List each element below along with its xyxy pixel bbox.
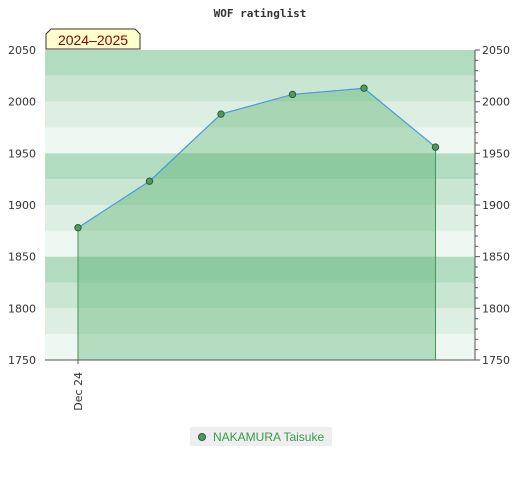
series-area [78,88,436,360]
chart-title: WOF ratinglist [214,7,307,20]
background-band [45,334,475,360]
area-layer [77,87,436,360]
legend-marker-icon [198,432,206,441]
y-tick-label-right: 1850 [482,251,510,264]
y-tick-label-left: 1750 [8,354,36,367]
y-tick-label-right: 1750 [482,354,510,367]
background-band [45,127,475,154]
data-point [431,143,440,151]
y-tick-label-left: 1850 [8,251,36,264]
background-bands [45,50,475,360]
x-tick-label: Dec 24 [72,372,85,411]
data-point [74,224,82,232]
y-tick-label-left: 1950 [8,147,36,160]
background-band [45,153,475,180]
background-band [45,308,475,335]
background-band [45,205,475,231]
y-tick-label-left: 1800 [8,302,36,315]
y-tick-label-left: 2000 [8,96,36,109]
y-tick-label-right: 1800 [482,302,510,315]
axes: 1750 1750 1800 1800 1850 1850 1900 1900 1950 1950… [8,44,510,411]
y-tick-label-right: 1900 [482,199,510,212]
background-band [45,282,475,309]
y-tick-label-left: 2050 [8,44,36,57]
series-line [77,87,436,229]
data-point [288,90,297,99]
background-band [45,179,475,205]
y-tick-label-right: 1950 [482,147,510,160]
background-band [45,230,475,257]
data-point [360,84,368,92]
y-tick-label-left: 1900 [8,199,36,212]
y-tick-label-right: 2050 [482,44,510,57]
y-tick-label-right: 2000 [482,96,510,109]
background-band [45,50,475,76]
background-band [45,256,475,283]
period-badge-label: 2024–2025 [58,32,128,48]
data-point [145,177,154,185]
background-band [45,101,475,128]
background-band [45,75,475,102]
legend-label: NAKAMURA Taisuke [213,429,325,444]
legend[interactable]: NAKAMURA Taisuke [190,427,332,446]
data-points [74,84,440,232]
period-badge: 2024–2025 [45,28,141,50]
data-point [217,110,225,118]
